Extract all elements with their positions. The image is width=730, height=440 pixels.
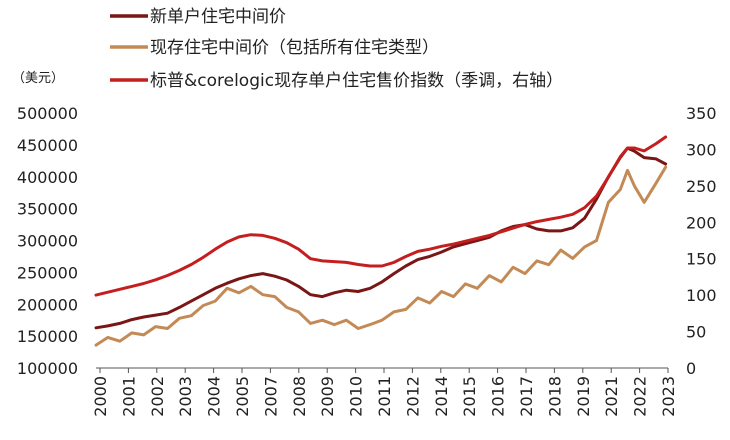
legend: 新单户住宅中间价 现存住宅中间价（包括所有住宅类型） 标普&corelogic现…: [110, 7, 563, 91]
x-tick-label: 2005: [233, 376, 252, 417]
y-right-tick-label: 150: [686, 250, 717, 269]
y-left-tick-label: 400000: [17, 168, 78, 187]
series-line-sp-corelogic-index: [94, 135, 668, 297]
x-tick-label: 2004: [205, 376, 224, 417]
left-axis-unit-label: （美元）: [12, 71, 64, 86]
x-tick-label: 2009: [318, 376, 337, 417]
x-tick-label: 2011: [375, 376, 394, 417]
legend-item-sp-corelogic-index: 标普&corelogic现存单户住宅售价指数（季调，右轴）: [110, 71, 563, 91]
y-axis-left: 100000 150000 200000 250000 300000 350000 4000…: [17, 104, 78, 378]
y-right-tick-label: 200: [686, 213, 717, 232]
x-tick-label: 2021: [602, 376, 621, 417]
y-axis-right: 0 50 100 150 200 250 300 350: [686, 104, 717, 378]
y-left-tick-label: 200000: [17, 295, 78, 314]
y-right-tick-label: 50: [686, 323, 706, 342]
x-axis: 2000 2001 2002 2003 2004 2005 2007 2008 2009 2010…: [91, 367, 678, 417]
x-tick-label: 2016: [489, 376, 508, 417]
y-right-tick-label: 250: [686, 177, 717, 196]
y-right-tick-label: 350: [686, 104, 717, 123]
y-left-tick-label: 350000: [17, 200, 78, 219]
y-left-tick-label: 450000: [17, 136, 78, 155]
x-tick-label: 2002: [148, 376, 167, 417]
x-tick-label: 2007: [261, 376, 280, 417]
y-left-tick-label: 150000: [17, 327, 78, 346]
y-left-tick-label: 500000: [17, 104, 78, 123]
x-tick-label: 2019: [574, 376, 593, 417]
x-tick-label: 2001: [119, 376, 138, 417]
x-tick-label: 2003: [176, 376, 195, 417]
x-tick-label: 2015: [460, 376, 479, 417]
legend-item-new-home-price: 新单户住宅中间价: [110, 7, 286, 27]
y-left-tick-label: 100000: [17, 359, 78, 378]
x-tick-label: 2023: [659, 376, 678, 417]
series-layer: [94, 135, 668, 347]
series-line-existing-home-price: [94, 165, 668, 347]
x-tick-label: 2022: [631, 376, 650, 417]
y-left-tick-label: 300000: [17, 232, 78, 251]
x-tick-label: 2012: [403, 376, 422, 417]
x-tick-label: 2010: [347, 376, 366, 417]
x-tick-label: 2014: [432, 376, 451, 417]
series-line-new-home-price: [94, 146, 668, 330]
y-right-tick-label: 100: [686, 286, 717, 305]
legend-item-existing-home-price: 现存住宅中间价（包括所有住宅类型）: [110, 38, 439, 58]
x-tick-label: 2008: [290, 376, 309, 417]
y-right-tick-label: 0: [686, 359, 696, 378]
legend-label-new-home-price: 新单户住宅中间价: [150, 7, 286, 27]
y-right-tick-label: 300: [686, 140, 717, 159]
legend-label-sp-corelogic-index: 标普&corelogic现存单户住宅售价指数（季调，右轴）: [150, 71, 563, 91]
x-tick-label: 2018: [545, 376, 564, 417]
y-left-tick-label: 250000: [17, 263, 78, 282]
x-tick-label: 2017: [517, 376, 536, 417]
legend-label-existing-home-price: 现存住宅中间价（包括所有住宅类型）: [150, 38, 439, 58]
x-tick-label: 2000: [91, 376, 110, 417]
